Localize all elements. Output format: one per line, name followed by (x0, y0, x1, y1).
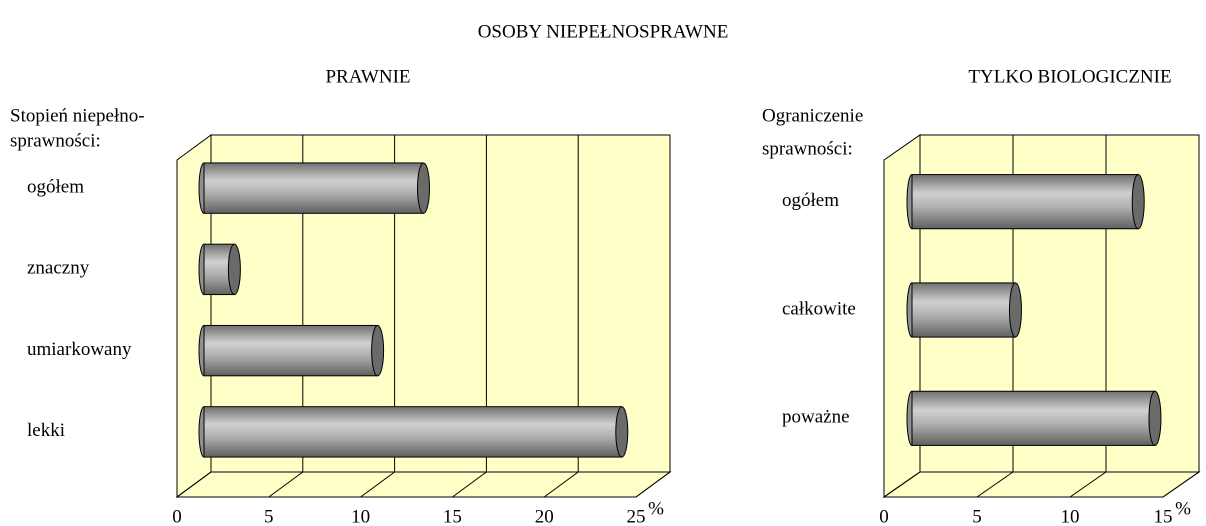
y-tick-label: lekki (27, 420, 65, 441)
x-tick-label: 20 (535, 506, 554, 526)
bar (911, 282, 1016, 338)
x-tick-label: 5 (972, 506, 982, 526)
y-tick-label: całkowite (782, 298, 856, 319)
y-axis-label: sprawności: (762, 138, 853, 159)
bar-cap (1131, 174, 1145, 230)
x-tick-label: 10 (351, 506, 370, 526)
floor-grid-line (635, 471, 671, 498)
bar (911, 174, 1139, 230)
x-axis-label: % (648, 498, 664, 519)
bar (911, 390, 1156, 446)
floor (882, 471, 1201, 498)
y-tick-label: umiarkowany (27, 339, 132, 360)
bar-cap (417, 162, 430, 214)
bar-cap (227, 243, 241, 296)
y-axis-label: Stopień niepełno- (10, 105, 145, 126)
bar-cap (1148, 390, 1162, 446)
chart-title: PRAWNIE (325, 66, 410, 87)
y-tick-label: ogółem (782, 190, 839, 211)
floor-grid-line (1162, 471, 1200, 498)
x-tick-label: 0 (879, 506, 889, 526)
y-tick-label: poważne (782, 407, 850, 428)
y-tick-label: znaczny (27, 258, 90, 279)
y-axis-label: sprawności: (10, 130, 101, 151)
bar (203, 324, 379, 377)
x-tick-label: 15 (1154, 506, 1173, 526)
x-axis-label: % (1175, 498, 1191, 519)
x-tick-label: 0 (172, 506, 182, 526)
bar-cap (615, 406, 629, 458)
floor-grid-line (360, 471, 395, 498)
x-tick-label: 15 (443, 506, 462, 526)
bar (203, 162, 424, 214)
y-tick-label: ogółem (27, 176, 84, 197)
floor-grid-line (268, 471, 304, 498)
chart-title: TYLKO BIOLOGICZNIE (968, 66, 1171, 87)
page-title: OSOBY NIEPEŁNOSPRAWNE (478, 21, 729, 42)
x-tick-label: 10 (1061, 506, 1080, 526)
x-tick-label: 25 (627, 506, 646, 526)
x-tick-label: 5 (264, 506, 274, 526)
floor-grid-line (1069, 471, 1107, 498)
floor-grid-line (176, 471, 212, 498)
bar-cap (371, 324, 385, 377)
floor-grid-line (452, 471, 487, 498)
floor-grid-line (883, 471, 921, 498)
y-axis-label: Ograniczenie (762, 105, 863, 126)
floor-grid-line (976, 471, 1014, 498)
floor-grid-line (543, 471, 579, 498)
floor (175, 471, 672, 498)
bar-cap (1008, 282, 1022, 338)
bar (203, 406, 623, 458)
